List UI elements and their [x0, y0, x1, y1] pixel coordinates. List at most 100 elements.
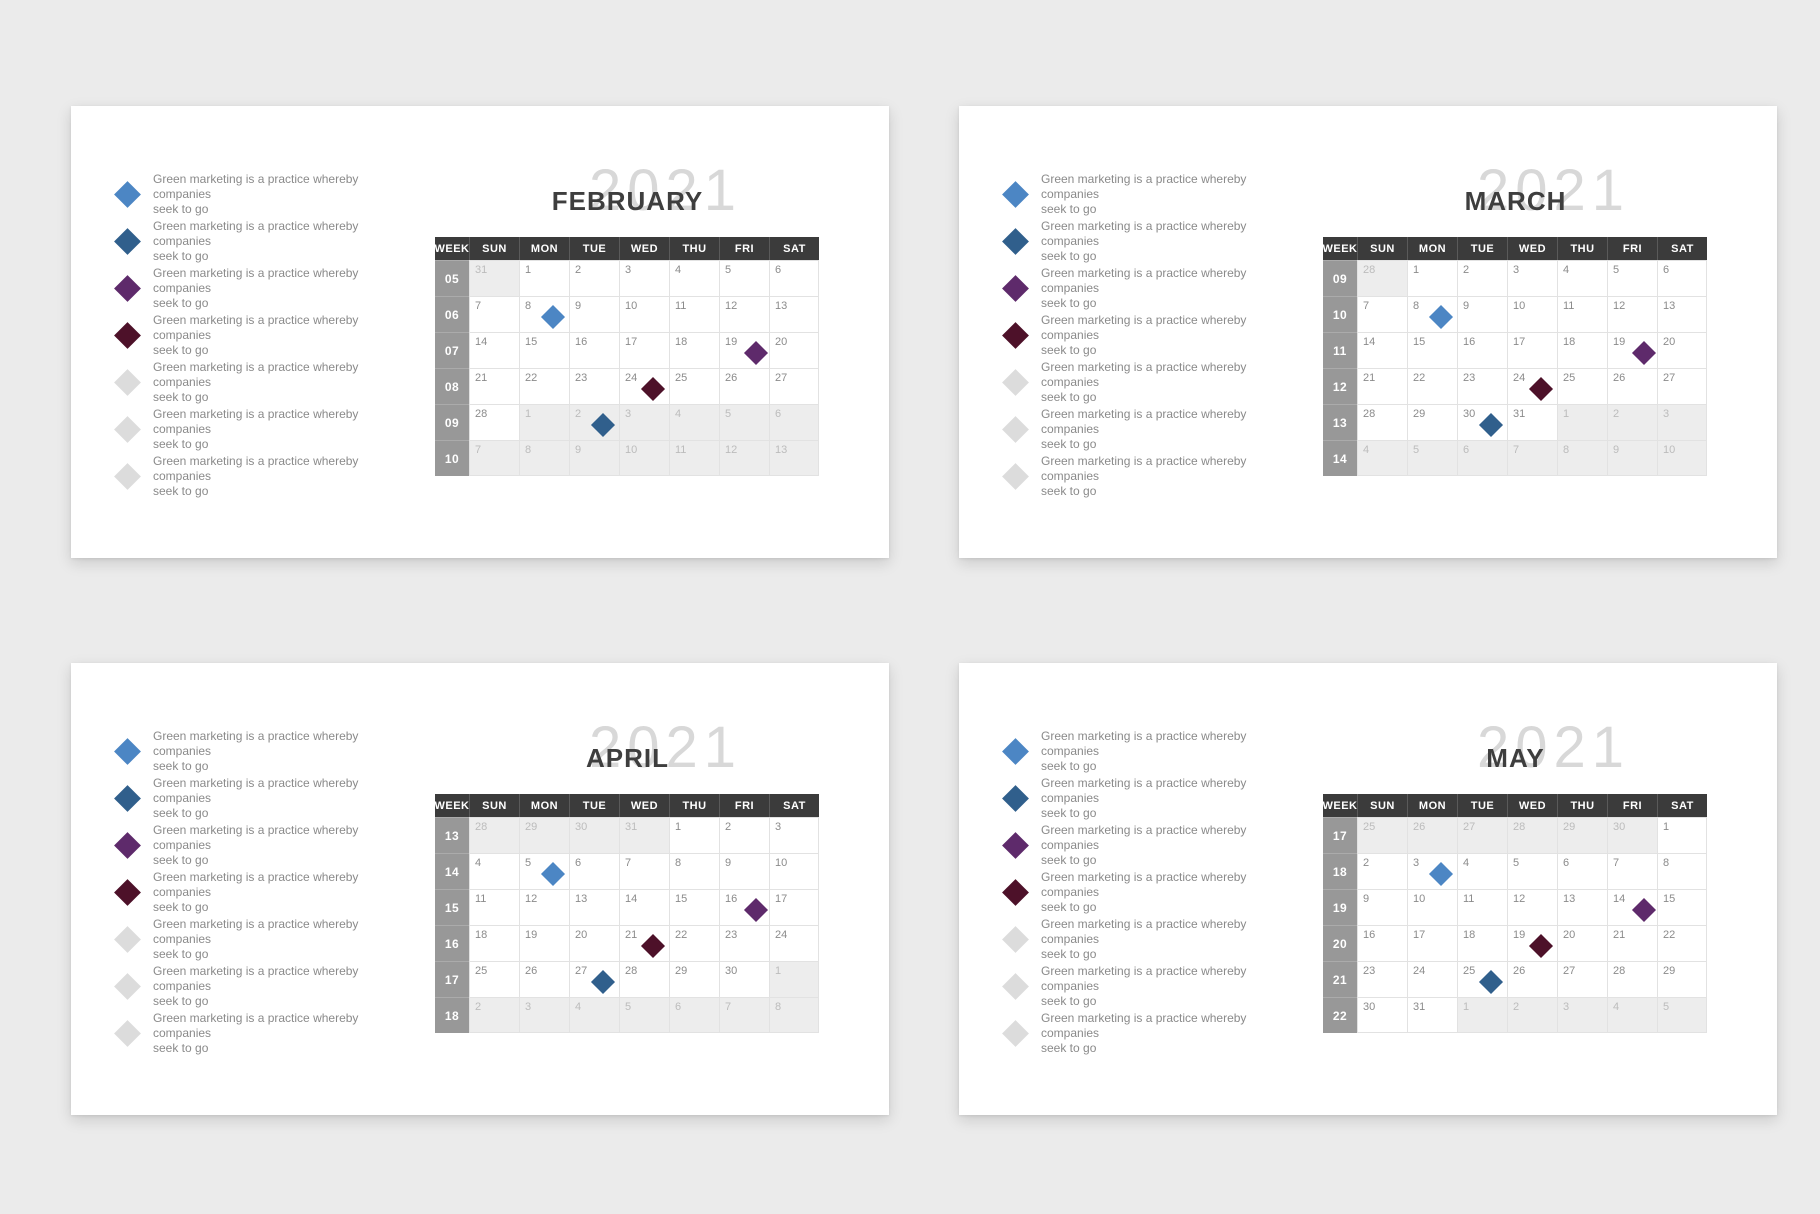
day-cell: 5: [1607, 260, 1657, 296]
day-cell: 28: [1607, 961, 1657, 997]
day-cell: 5: [719, 404, 769, 440]
day-number: 17: [1513, 336, 1526, 348]
legend-label: Green marketing is a practice whereby co…: [153, 776, 418, 821]
legend-text-line: Green marketing is a practice whereby co…: [153, 963, 359, 993]
day-number: 27: [575, 965, 588, 977]
calendar-table: WEEK SUN MON TUE WED THU FRI SAT 05 31 1 2 3 4 5 6 06 7 8 9…: [435, 237, 819, 476]
weekday-header-cell: TUE: [569, 794, 619, 817]
day-number: 25: [1463, 965, 1476, 977]
event-marker-maroon-icon: [641, 377, 666, 402]
day-number: 14: [475, 336, 488, 348]
weekday-header-cell: THU: [669, 237, 719, 260]
day-number: 1: [675, 821, 682, 833]
day-number: 17: [1413, 929, 1426, 941]
day-number: 25: [1563, 372, 1576, 384]
day-cell: 22: [519, 368, 569, 404]
day-number: 26: [725, 372, 738, 384]
legend-label: Green marketing is a practice whereby co…: [153, 313, 418, 358]
day-cell: 27: [1557, 961, 1607, 997]
legend: Green marketing is a practice whereby co…: [114, 172, 418, 508]
day-number: 8: [525, 300, 532, 312]
legend-label: Green marketing is a practice whereby co…: [1041, 1011, 1306, 1056]
day-number: 6: [1663, 264, 1670, 276]
day-number: 15: [525, 336, 538, 348]
day-cell: 30: [719, 961, 769, 997]
legend-label: Green marketing is a practice whereby co…: [153, 454, 418, 499]
day-number: 31: [475, 264, 488, 276]
day-cell: 17: [619, 332, 669, 368]
day-number: 8: [775, 1001, 782, 1013]
day-number: 21: [475, 372, 488, 384]
day-number: 1: [525, 408, 532, 420]
day-number: 8: [1413, 300, 1420, 312]
day-cell: 10: [619, 440, 669, 476]
day-number: 8: [1563, 444, 1570, 456]
event-marker-maroon-icon: [1529, 934, 1554, 959]
day-number: 28: [625, 965, 638, 977]
day-number: 4: [1463, 857, 1470, 869]
day-cell: 30: [569, 817, 619, 853]
legend-diamond-icon: [1002, 878, 1029, 906]
day-number: 21: [1363, 372, 1376, 384]
legend-label: Green marketing is a practice whereby co…: [1041, 454, 1306, 499]
weekday-header-cell: THU: [1557, 794, 1607, 817]
weekday-header-cell: WEEK: [435, 237, 469, 260]
day-cell: 27: [1657, 368, 1707, 404]
legend-label: Green marketing is a practice whereby co…: [1041, 407, 1306, 452]
day-number: 20: [1663, 336, 1676, 348]
day-number: 18: [1563, 336, 1576, 348]
day-number: 7: [725, 1001, 732, 1013]
day-number: 27: [1563, 965, 1576, 977]
week-number-cell: 14: [1323, 440, 1357, 476]
day-cell: 8: [669, 853, 719, 889]
legend-diamond-icon: [114, 462, 141, 490]
day-number: 6: [775, 264, 782, 276]
day-cell: 5: [719, 260, 769, 296]
legend-label: Green marketing is a practice whereby co…: [153, 917, 418, 962]
weekday-header-cell: SUN: [469, 237, 519, 260]
day-number: 24: [1513, 372, 1526, 384]
weekday-header-cell: WED: [1507, 237, 1557, 260]
legend-label: Green marketing is a practice whereby co…: [1041, 964, 1306, 1009]
event-marker-darkblue-icon: [591, 413, 616, 438]
legend-text-line: Green marketing is a practice whereby co…: [153, 218, 359, 248]
legend-diamond-icon: [114, 737, 141, 765]
legend-item: Green marketing is a practice whereby co…: [114, 964, 418, 1008]
day-cell: 12: [719, 296, 769, 332]
weekday-header-cell: SAT: [769, 237, 819, 260]
day-number: 25: [675, 372, 688, 384]
day-cell: 18: [469, 925, 519, 961]
legend-diamond-icon: [1002, 925, 1029, 953]
day-number: 3: [1513, 264, 1520, 276]
day-cell: 29: [519, 817, 569, 853]
day-cell: 3: [619, 404, 669, 440]
day-number: 28: [475, 408, 488, 420]
day-cell: 6: [1457, 440, 1507, 476]
day-number: 29: [1663, 965, 1676, 977]
day-cell: 6: [669, 997, 719, 1033]
legend-label: Green marketing is a practice whereby co…: [1041, 219, 1306, 264]
day-cell: 13: [569, 889, 619, 925]
legend-diamond-icon: [1002, 972, 1029, 1000]
day-number: 18: [1463, 929, 1476, 941]
day-cell: 8: [1657, 853, 1707, 889]
day-cell: 29: [669, 961, 719, 997]
legend-item: Green marketing is a practice whereby co…: [1002, 776, 1306, 820]
day-cell: 28: [1507, 817, 1557, 853]
day-cell: 8: [1557, 440, 1607, 476]
day-number: 26: [1513, 965, 1526, 977]
legend: Green marketing is a practice whereby co…: [1002, 729, 1306, 1065]
day-cell: 20: [1657, 332, 1707, 368]
day-cell: 11: [669, 296, 719, 332]
day-cell: 24: [769, 925, 819, 961]
legend-item: Green marketing is a practice whereby co…: [114, 729, 418, 773]
day-cell: 3: [1407, 853, 1457, 889]
day-number: 1: [525, 264, 532, 276]
day-cell: 20: [569, 925, 619, 961]
legend-item: Green marketing is a practice whereby co…: [114, 454, 418, 498]
day-number: 17: [775, 893, 788, 905]
day-cell: 8: [519, 440, 569, 476]
day-cell: 5: [1407, 440, 1457, 476]
legend-text-line: seek to go: [153, 993, 209, 1008]
event-marker-blue-icon: [541, 305, 566, 330]
